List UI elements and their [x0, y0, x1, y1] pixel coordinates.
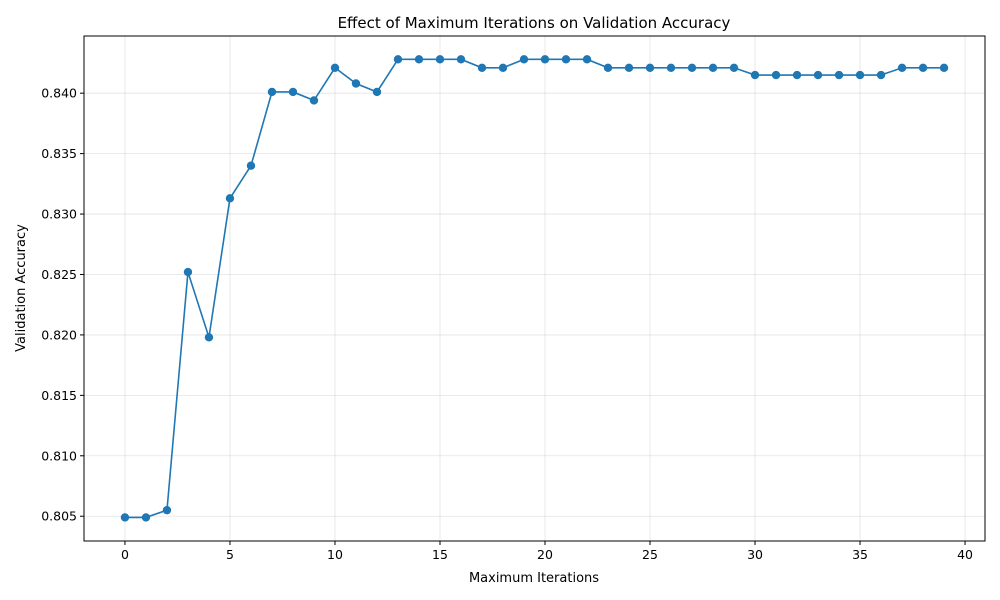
- data-point: [918, 63, 928, 72]
- data-point: [456, 55, 466, 64]
- x-tick-label: 30: [747, 547, 763, 562]
- y-axis-label: Validation Accuracy: [14, 224, 29, 352]
- y-tick-label: 0.835: [41, 146, 77, 161]
- data-point: [624, 63, 634, 72]
- series-layer: [120, 55, 949, 522]
- data-point: [120, 513, 130, 522]
- data-point: [225, 194, 235, 203]
- data-point: [540, 55, 550, 64]
- data-point: [834, 70, 844, 80]
- series-line: [124, 58, 945, 519]
- x-tick-label: 40: [957, 547, 973, 562]
- data-point: [729, 63, 739, 72]
- data-point: [666, 63, 676, 72]
- x-tick-label: 20: [537, 547, 553, 562]
- x-tick-label: 15: [432, 547, 448, 562]
- data-point: [204, 333, 214, 342]
- x-axis-label: Maximum Iterations: [469, 571, 599, 586]
- axis-layer: 0 5 10 15 20 25 30 35 40 0.805 0.810 0.815 0.820 0.82…: [41, 86, 973, 562]
- chart-title: Effect of Maximum Iterations on Validati…: [338, 14, 731, 32]
- data-point: [687, 63, 697, 72]
- data-point: [414, 55, 424, 64]
- data-point: [519, 55, 529, 64]
- data-point: [393, 55, 403, 64]
- data-point: [183, 267, 193, 277]
- data-point: [267, 87, 277, 97]
- x-tick-label: 25: [642, 547, 658, 562]
- x-tick-label: 0: [121, 547, 129, 562]
- data-point: [582, 55, 592, 64]
- data-point: [141, 513, 151, 522]
- data-point: [897, 63, 907, 72]
- y-tick-label: 0.815: [41, 388, 77, 403]
- data-point: [750, 70, 760, 80]
- x-tick-label: 10: [327, 547, 343, 562]
- data-point: [876, 70, 886, 80]
- data-point: [603, 63, 613, 72]
- data-point: [645, 63, 655, 72]
- data-point: [792, 70, 802, 80]
- data-point: [813, 70, 823, 80]
- data-point: [771, 70, 781, 80]
- y-tick-label: 0.810: [41, 448, 77, 463]
- data-point: [939, 63, 949, 72]
- grid-layer: [84, 36, 985, 541]
- data-point: [708, 63, 718, 72]
- x-tick-label: 5: [226, 547, 234, 562]
- y-tick-label: 0.830: [41, 207, 77, 222]
- data-point: [372, 87, 382, 97]
- x-tick-label: 35: [852, 547, 868, 562]
- data-point: [435, 55, 445, 64]
- y-tick-label: 0.840: [41, 86, 77, 101]
- data-point: [162, 505, 172, 515]
- data-point: [351, 79, 361, 88]
- data-point: [288, 87, 298, 97]
- data-point: [477, 63, 487, 72]
- y-tick-label: 0.825: [41, 267, 77, 282]
- data-point: [246, 161, 256, 170]
- data-point: [498, 63, 508, 72]
- data-point: [855, 70, 865, 80]
- data-point: [561, 55, 571, 64]
- y-tick-label: 0.820: [41, 327, 77, 342]
- data-point: [330, 63, 340, 72]
- data-point: [309, 96, 319, 105]
- plot-frame: [83, 35, 986, 542]
- y-tick-label: 0.805: [41, 509, 77, 524]
